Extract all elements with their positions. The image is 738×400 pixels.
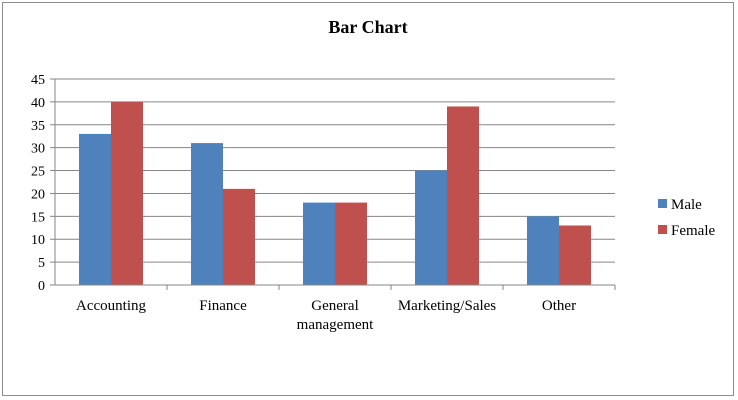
y-tick-label: 0 — [38, 279, 45, 294]
x-category-label: Finance — [199, 298, 247, 314]
chart-title: Bar Chart — [328, 17, 407, 37]
x-category-label: Other — [542, 298, 576, 314]
bar-male — [527, 216, 559, 285]
y-tick-label: 20 — [31, 187, 45, 202]
y-tick-label: 10 — [31, 233, 45, 248]
x-category-label: General — [311, 298, 358, 314]
y-tick-label: 30 — [31, 142, 45, 157]
y-tick-label: 40 — [31, 96, 45, 111]
legend-label-female: Female — [671, 223, 715, 239]
y-tick-label: 35 — [31, 119, 45, 134]
bar-male — [303, 202, 335, 285]
bar-female — [223, 188, 255, 285]
bar-male — [415, 170, 447, 285]
bar-male — [191, 143, 223, 285]
legend-swatch-male — [658, 199, 667, 208]
x-category-label: Marketing/Sales — [398, 298, 496, 314]
x-category-label: management — [297, 317, 374, 333]
y-tick-label: 45 — [31, 73, 45, 88]
bar-female — [111, 101, 143, 285]
bar-female — [447, 106, 479, 285]
bar-female — [335, 202, 367, 285]
legend-swatch-female — [658, 225, 667, 234]
y-tick-label: 5 — [38, 256, 45, 271]
y-tick-label: 25 — [31, 165, 45, 180]
legend-label-male: Male — [671, 197, 702, 213]
bar-female — [559, 225, 591, 285]
y-tick-label: 15 — [31, 210, 45, 225]
bar-male — [79, 133, 111, 285]
x-category-label: Accounting — [76, 298, 146, 314]
